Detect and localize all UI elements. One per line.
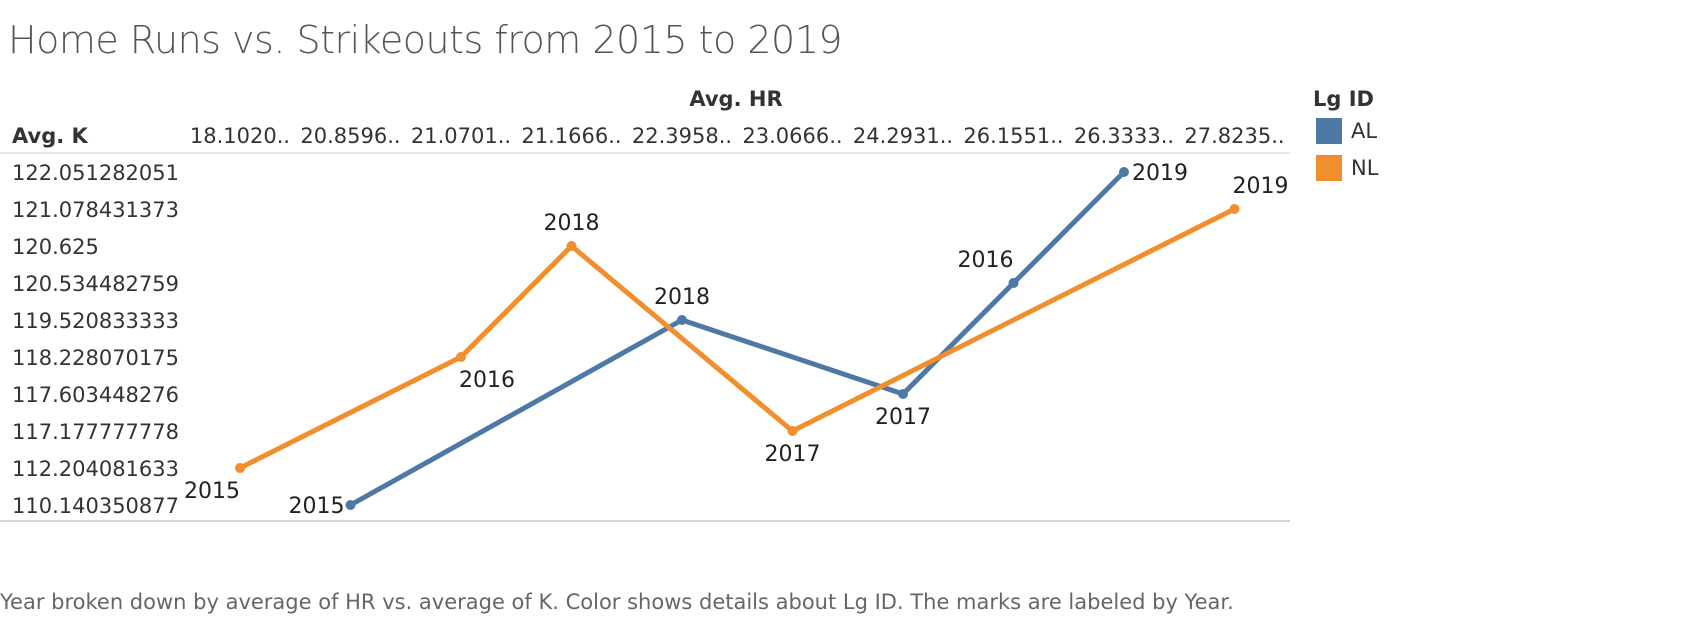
x-tick-label: 20.8596.. [300, 124, 400, 148]
y-tick-label: 117.177777778 [12, 420, 179, 444]
data-point-nl [1229, 204, 1240, 214]
data-point-al [1119, 167, 1129, 177]
y-tick-label: 119.520833333 [12, 309, 179, 333]
data-point-al [898, 389, 908, 399]
x-tick-label: 22.3958.. [632, 124, 732, 148]
legend-title: Lg ID [1313, 87, 1374, 111]
data-label: 2015 [289, 494, 345, 519]
chart-svg: Avg. HR Avg. K 18.1020.. 20.8596.. 21.0701..… [0, 87, 1379, 522]
y-tick-label: 110.140350877 [12, 494, 179, 518]
x-tick-label: 18.1020.. [190, 124, 290, 148]
y-axis-title: Avg. K [12, 124, 89, 148]
data-label: 2017 [765, 442, 821, 467]
chart-caption: Year broken down by average of HR vs. av… [0, 590, 1234, 614]
data-label: 2016 [459, 368, 515, 393]
data-label: 2018 [544, 211, 600, 236]
data-point-al [345, 500, 356, 510]
y-tick-label: 117.603448276 [12, 383, 179, 407]
x-tick-label: 21.0701.. [411, 124, 511, 148]
legend-label-al: AL [1351, 119, 1377, 143]
data-label: 2018 [654, 285, 710, 310]
chart-title: Home Runs vs. Strikeouts from 2015 to 20… [8, 18, 843, 62]
y-tick-label: 122.051282051 [12, 161, 179, 185]
y-tick-label: 118.228070175 [12, 346, 179, 370]
y-tick-label: 121.078431373 [12, 198, 179, 222]
x-tick-label: 26.3333.. [1074, 124, 1174, 148]
series-line-al [348, 169, 1127, 508]
y-tick-label: 120.625 [12, 235, 99, 259]
legend-swatch-al [1316, 118, 1342, 144]
y-tick-label: 120.534482759 [12, 272, 179, 296]
data-point-al [1008, 278, 1019, 288]
data-point-nl [235, 463, 245, 473]
data-label: 2016 [958, 248, 1014, 273]
data-label: 2015 [184, 479, 240, 504]
data-point-nl [456, 352, 466, 362]
data-point-al [677, 315, 687, 325]
x-tick-label: 27.8235.. [1184, 124, 1284, 148]
x-tick-label: 26.1551.. [963, 124, 1063, 148]
data-point-nl [566, 241, 577, 251]
data-label: 2017 [875, 405, 931, 430]
x-tick-label: 23.0666.. [742, 124, 842, 148]
x-axis-title: Avg. HR [689, 87, 782, 111]
legend-swatch-nl [1316, 155, 1342, 181]
legend-label-nl: NL [1351, 156, 1379, 180]
data-point-nl [787, 426, 798, 436]
data-label: 2019 [1233, 174, 1289, 199]
x-tick-label: 24.2931.. [853, 124, 953, 148]
data-label: 2019 [1132, 161, 1188, 186]
y-tick-label: 112.204081633 [12, 457, 179, 481]
x-tick-label: 21.1666.. [521, 124, 621, 148]
